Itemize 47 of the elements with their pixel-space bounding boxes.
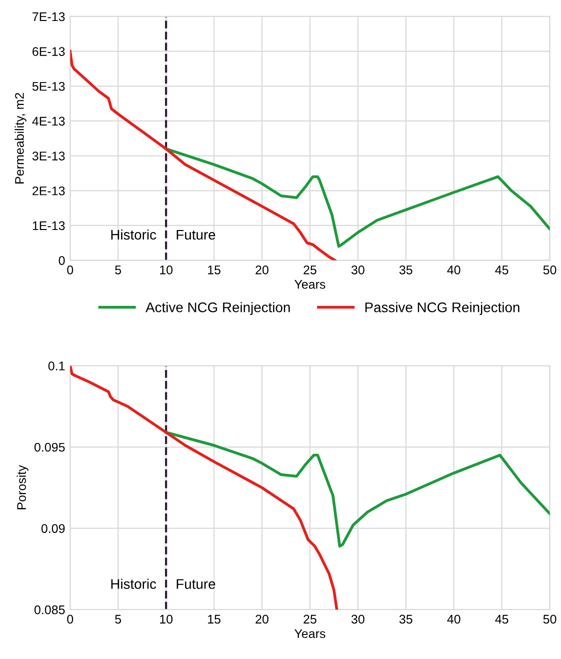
x-tick-label: 45	[495, 266, 508, 274]
x-tick-label: 15	[208, 266, 220, 274]
x-axis-title: Years	[294, 629, 326, 638]
y-tick-label: 4E-13	[32, 116, 65, 126]
y-tick-label: 1E-13	[32, 221, 65, 230]
annotation: Future	[176, 579, 216, 589]
x-tick-label: 10	[160, 614, 173, 624]
y-tick-label: 0	[58, 256, 65, 265]
y-tick-label: 5E-13	[32, 82, 65, 91]
x-tick-label: 30	[351, 265, 364, 274]
legend-label: Passive NCG Reinjection	[365, 302, 520, 316]
x-tick-label: 10	[160, 265, 173, 274]
y-tick-label: 0.09	[41, 524, 65, 533]
x-tick-label: 40	[447, 265, 460, 274]
x-tick-label: 25	[304, 614, 316, 624]
legend-label: Active NCG Reinjection	[146, 302, 290, 316]
x-tick-label: 40	[447, 614, 460, 624]
annotation: Historic	[111, 229, 156, 240]
x-tick-label: 20	[256, 265, 268, 274]
line-series	[164, 147, 550, 248]
x-tick-label: 50	[543, 265, 556, 274]
y-tick-label: 0.085	[34, 605, 65, 614]
line-series	[164, 431, 550, 548]
x-tick-label: 35	[399, 614, 412, 624]
y-tick-label: 6E-13	[32, 47, 65, 56]
line-series	[70, 50, 336, 260]
x-tick-label: 35	[399, 265, 412, 274]
annotation: Future	[176, 230, 216, 240]
y-tick-label: 0.095	[34, 442, 65, 452]
x-tick-label: 15	[208, 614, 220, 624]
y-tick-label: 0.1	[48, 362, 65, 370]
x-tick-label: 50	[543, 614, 556, 624]
y-axis-title: Porosity	[16, 465, 28, 510]
x-axis-title: Years	[294, 280, 326, 289]
x-tick-label: 5	[115, 266, 122, 274]
x-tick-label: 20	[256, 614, 268, 624]
x-tick-label: 30	[351, 614, 364, 624]
x-tick-label: 45	[495, 614, 508, 624]
x-tick-label: 0	[67, 614, 74, 624]
x-tick-label: 0	[67, 265, 74, 274]
x-tick-label: 25	[304, 265, 316, 274]
y-axis-title: Permeability, m2	[14, 92, 26, 184]
y-tick-label: 2E-13	[32, 186, 65, 196]
y-tick-label: 3E-13	[32, 152, 65, 160]
y-tick-label: 7E-13	[32, 12, 65, 22]
x-tick-label: 5	[115, 614, 122, 624]
annotation: Historic	[111, 578, 156, 589]
